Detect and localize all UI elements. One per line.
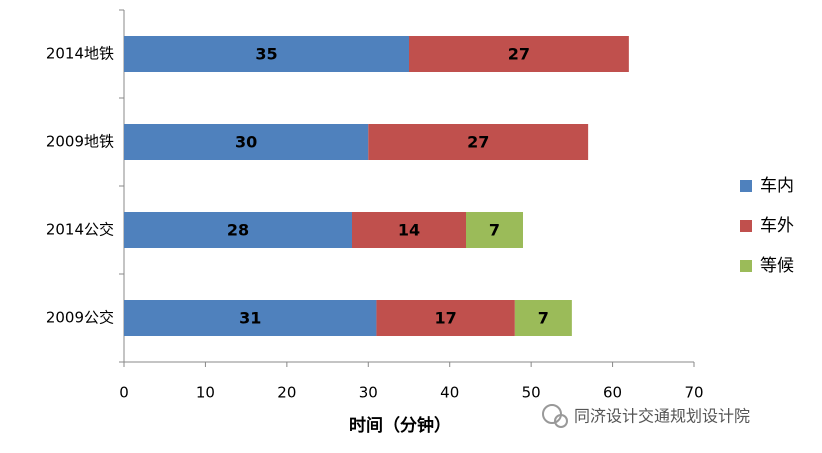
data-label: 14 [398,221,420,240]
legend-swatch [740,220,752,232]
data-label: 27 [508,45,530,64]
watermark-text: 同济设计交通规划设计院 [574,407,750,426]
bar-segment [124,124,369,160]
y-tick-label: 2014地铁 [46,45,114,63]
x-tick-label: 0 [119,384,129,402]
legend-swatch [740,260,752,272]
bar-segment [352,212,466,248]
x-axis-label: 时间（分钟） [349,415,451,436]
data-label: 17 [435,309,457,328]
data-label: 31 [239,309,261,328]
bar-segment [514,300,572,336]
watermark-icon [554,414,568,428]
bar-segment [409,36,629,72]
data-label: 28 [227,221,249,240]
data-label: 7 [538,309,549,328]
legend-swatch [740,180,752,192]
x-tick-label: 70 [684,384,703,402]
bar-segment [124,212,352,248]
watermark-icon [542,404,562,424]
y-tick-label: 2014公交 [46,221,114,239]
bar-segment [368,124,589,160]
x-tick-label: 60 [603,384,622,402]
legend-label: 等候 [760,256,794,276]
data-label: 7 [489,221,500,240]
bar-segment [376,300,515,336]
data-label: 35 [255,45,277,64]
x-tick-label: 10 [196,384,215,402]
x-tick-label: 40 [440,384,459,402]
x-tick-label: 30 [359,384,378,402]
bar-segment [124,300,377,336]
data-label: 30 [235,133,257,152]
bar-segment [466,212,523,248]
x-tick-label: 20 [277,384,296,402]
x-tick-label: 50 [522,384,541,402]
y-tick-label: 2009公交 [46,309,114,327]
data-label: 27 [467,133,489,152]
y-tick-label: 2009地铁 [46,133,114,151]
legend-label: 车外 [760,216,794,236]
watermark: 同济设计交通规划设计院 [542,404,750,428]
bar-segment [124,36,409,72]
legend-label: 车内 [760,176,794,196]
